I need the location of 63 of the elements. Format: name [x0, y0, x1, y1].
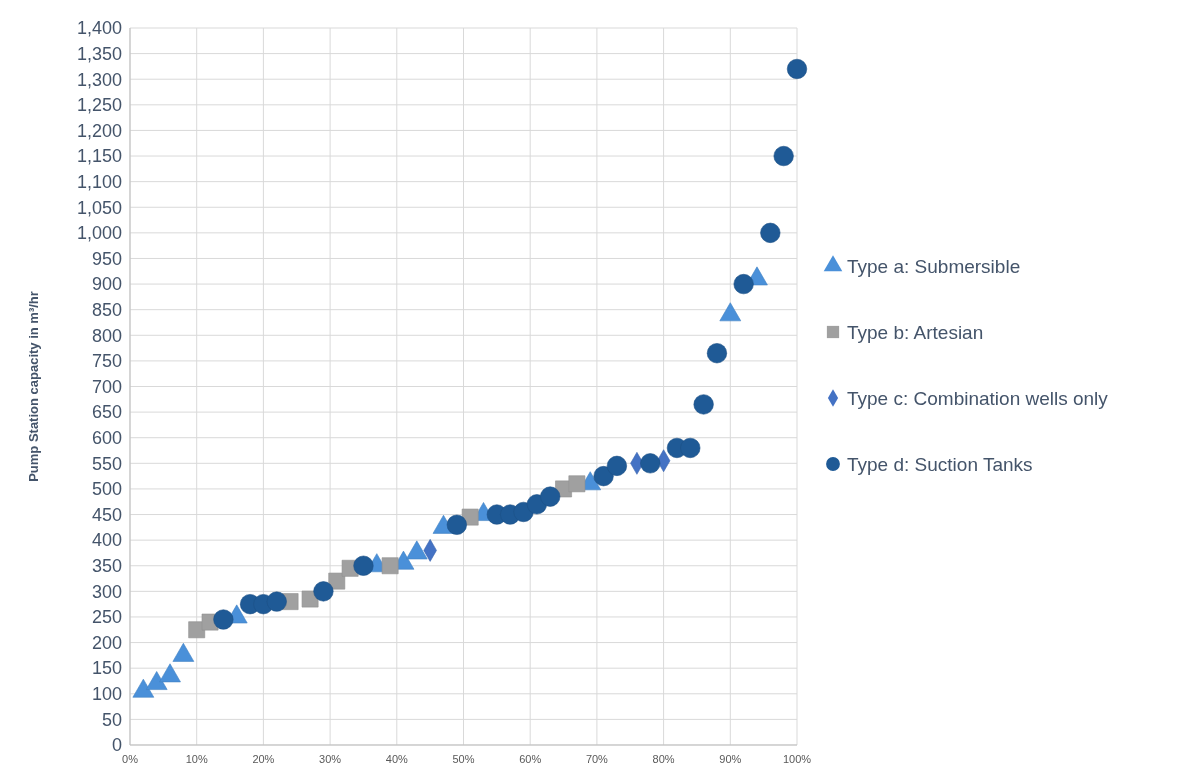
y-tick-label: 300	[91, 581, 122, 602]
x-tick-label: 10%	[185, 753, 208, 765]
point	[786, 58, 808, 80]
y-tick-label: 1,200	[76, 120, 122, 141]
y-tick-label: 1,300	[76, 69, 122, 90]
y-tick-label: 400	[91, 530, 122, 551]
y-tick-label: 200	[91, 632, 122, 653]
y-tick-label: 600	[91, 428, 122, 449]
x-tick-label: 20%	[252, 753, 275, 765]
point	[733, 274, 754, 295]
y-tick-label: 1,100	[76, 171, 122, 192]
y-tick-label: 1,400	[76, 18, 122, 39]
y-tick-label: 150	[91, 658, 122, 679]
y-tick-label: 100	[91, 684, 122, 705]
x-tick-label: 0%	[122, 753, 139, 765]
point	[540, 486, 561, 507]
y-tick-label: 950	[91, 248, 122, 269]
y-axis-title: Pump Station capacity in m³/hr	[26, 291, 41, 482]
y-tick-label: 0	[111, 735, 122, 756]
point	[680, 437, 701, 459]
y-tick-label: 50	[101, 709, 122, 730]
y-tick-label: 450	[91, 504, 122, 525]
legend-label: Type a: Submersible	[847, 255, 1021, 277]
y-tick-label: 700	[91, 376, 122, 397]
y-tick-label: 1,350	[76, 43, 122, 64]
y-tick-label: 650	[91, 402, 122, 423]
y-tick-label: 1,250	[76, 95, 122, 116]
point	[760, 222, 781, 243]
point	[606, 455, 627, 476]
x-tick-label: 100%	[782, 753, 812, 765]
point	[773, 145, 794, 167]
y-tick-label: 850	[91, 299, 122, 320]
x-tick-label: 60%	[519, 753, 542, 765]
point	[381, 557, 399, 575]
y-tick-label: 250	[91, 607, 122, 628]
point	[353, 555, 374, 576]
y-tick-label: 350	[91, 556, 122, 577]
point	[593, 466, 614, 487]
x-tick-label: 80%	[652, 753, 675, 765]
y-tick-label: 1,150	[76, 146, 122, 167]
point	[693, 394, 714, 415]
point	[213, 609, 234, 630]
x-tick-label: 90%	[719, 753, 742, 765]
point	[706, 343, 728, 364]
y-tick-label: 550	[91, 453, 122, 474]
legend-label: Type c: Combination wells only	[847, 387, 1109, 409]
y-tick-label: 1,000	[76, 223, 122, 244]
point	[640, 453, 661, 474]
point	[446, 514, 467, 535]
point	[313, 581, 334, 602]
y-tick-label: 750	[91, 351, 122, 372]
y-tick-label: 900	[91, 274, 122, 295]
x-tick-label: 70%	[585, 753, 609, 765]
legend-label: Type b: Artesian	[847, 321, 984, 343]
point	[568, 475, 586, 493]
y-tick-label: 500	[91, 479, 122, 500]
y-tick-label: 800	[91, 325, 122, 346]
y-tick-label: 1,050	[76, 197, 122, 218]
point	[266, 591, 287, 612]
legend-label: Type d: Suction Tanks	[847, 453, 1033, 475]
x-tick-label: 40%	[385, 753, 409, 765]
x-tick-label: 30%	[319, 753, 342, 765]
x-tick-label: 50%	[452, 753, 475, 765]
